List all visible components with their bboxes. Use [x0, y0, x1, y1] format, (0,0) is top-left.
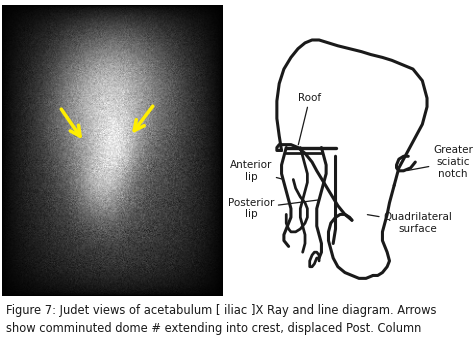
Text: Figure 7: Judet views of acetabulum [ iliac ]X Ray and line diagram. Arrows: Figure 7: Judet views of acetabulum [ il… — [6, 304, 436, 317]
Text: Greater
sciatic
notch: Greater sciatic notch — [407, 146, 473, 179]
Text: Anterior
lip: Anterior lip — [230, 160, 283, 182]
Text: Roof: Roof — [298, 93, 321, 145]
Text: Quadrilateral
surface: Quadrilateral surface — [367, 212, 452, 234]
Text: Posterior
lip: Posterior lip — [228, 198, 318, 219]
Text: show comminuted dome # extending into crest, displaced Post. Column: show comminuted dome # extending into cr… — [6, 322, 421, 335]
